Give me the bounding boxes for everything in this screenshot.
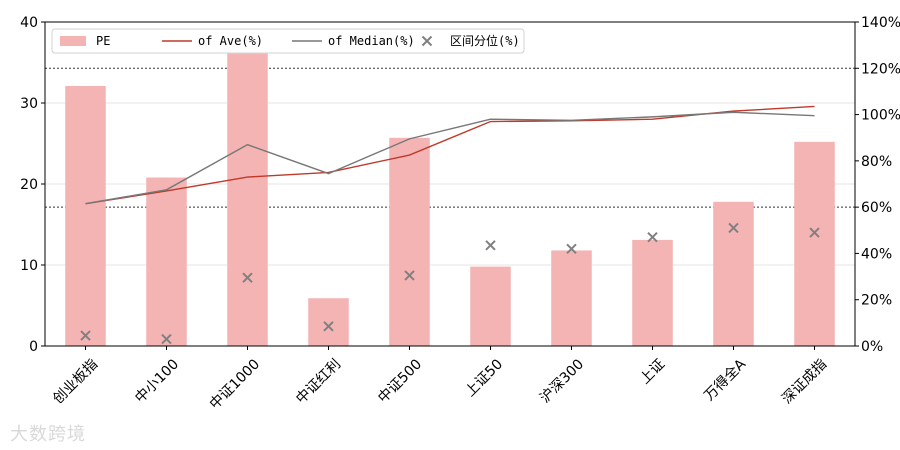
scatter-point <box>485 240 496 251</box>
bar-pe <box>713 201 754 346</box>
bar-pe <box>65 85 106 347</box>
right-tick-label: 120% <box>861 61 900 77</box>
left-tick-label: 40 <box>20 15 38 31</box>
bar-pe <box>227 53 268 347</box>
scatter-point <box>80 330 91 341</box>
right-tick-label: 80% <box>861 154 892 170</box>
x-tick-label: 上证50 <box>462 356 506 400</box>
watermark: 大数跨境 <box>10 424 86 445</box>
left-tick-label: 20 <box>20 177 38 193</box>
right-tick-label: 40% <box>861 246 892 262</box>
x-tick-label: 沪深300 <box>537 356 587 406</box>
bar-pe <box>470 266 511 346</box>
legend-label: of Ave(%) <box>198 34 263 48</box>
x-tick-label: 上证 <box>637 356 668 387</box>
legend-box <box>51 28 525 54</box>
bar-pe <box>794 141 835 346</box>
x-tick-label: 中证红利 <box>293 356 344 407</box>
x-tick-label: 创业板指 <box>50 356 101 407</box>
bar-pe <box>146 177 187 346</box>
scatter-point <box>404 270 415 281</box>
bar-pe <box>551 250 592 346</box>
right-tick-label: 100% <box>861 108 900 124</box>
x-tick-label: 深证成指 <box>779 356 830 407</box>
bar-pe <box>308 298 349 346</box>
left-tick-label: 30 <box>20 96 38 112</box>
line-of-ave <box>85 105 815 205</box>
legend-swatch-percentile <box>421 35 433 47</box>
legend-label: 区间分位(%) <box>450 33 520 48</box>
scatter-point <box>809 227 820 238</box>
right-tick-label: 60% <box>861 200 892 216</box>
bar-pe <box>632 239 673 346</box>
left-tick-label: 0 <box>29 339 38 355</box>
legend-label: of Median(%) <box>328 34 415 48</box>
right-tick-label: 140% <box>861 15 900 31</box>
bar-pe <box>389 137 430 346</box>
line-of-median <box>85 111 815 205</box>
left-tick-label: 10 <box>20 258 38 274</box>
legend-label: PE <box>96 34 110 48</box>
legend-swatch-pe <box>60 36 86 46</box>
scatter-point <box>161 333 172 345</box>
right-tick-label: 20% <box>861 293 892 309</box>
scatter-point <box>728 222 739 234</box>
x-tick-label: 中证500 <box>375 356 425 406</box>
scatter-point <box>323 321 334 332</box>
x-tick-label: 万得全A <box>701 355 750 404</box>
scatter-point <box>242 272 253 283</box>
x-tick-label: 中小100 <box>132 356 182 406</box>
scatter-point <box>566 243 577 255</box>
right-tick-label: 0% <box>861 339 883 355</box>
x-tick-label: 中证1000 <box>207 356 263 412</box>
scatter-point <box>647 232 658 243</box>
